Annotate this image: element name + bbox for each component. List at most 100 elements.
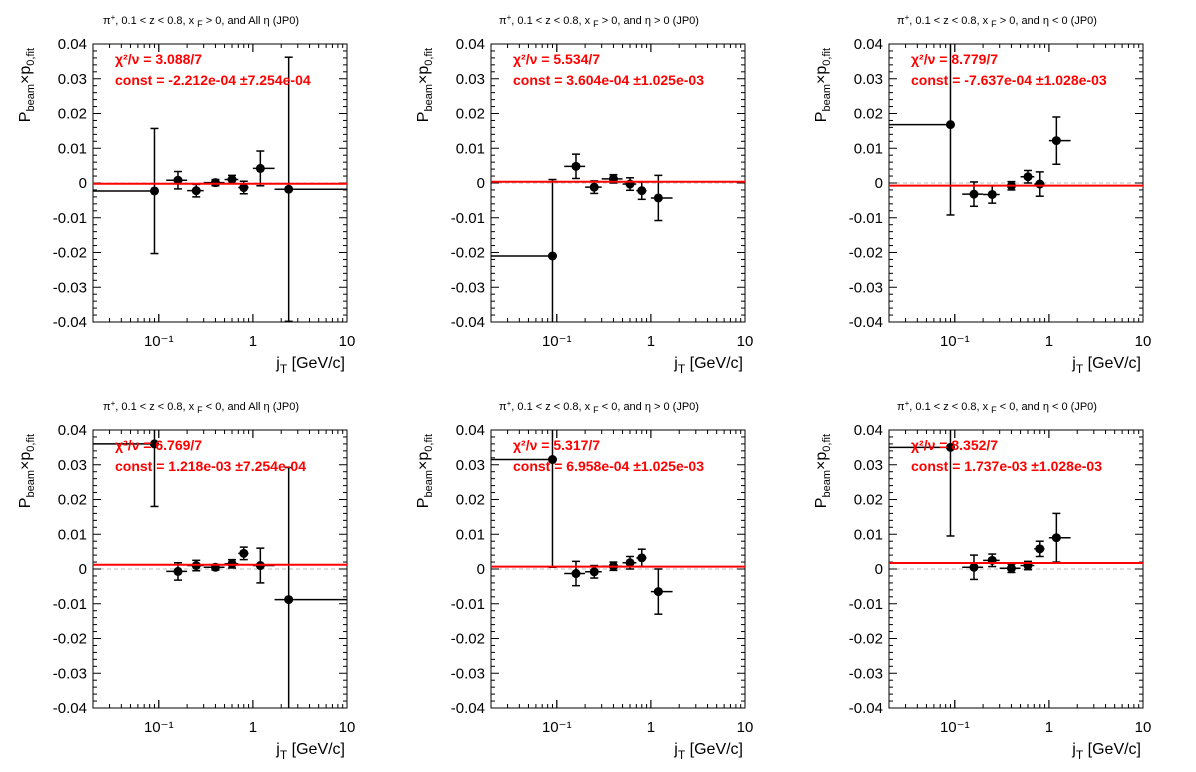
data-marker [191, 186, 201, 196]
data-marker [149, 186, 159, 196]
y-tick-label: -0.01 [849, 210, 883, 227]
data-marker [969, 562, 979, 572]
y-tick-label: -0.03 [451, 279, 485, 296]
y-tick-label: 0.03 [456, 71, 485, 88]
data-point-7 [650, 568, 673, 615]
data-marker [239, 548, 249, 558]
data-marker [255, 163, 265, 173]
x-axis-label: jT [GeV/c] [1071, 741, 1141, 762]
y-tick-label: -0.02 [451, 631, 485, 648]
data-marker [653, 587, 663, 597]
y-tick-label: -0.02 [451, 245, 485, 262]
data-point-6 [636, 548, 647, 568]
y-tick-label: 0.01 [854, 140, 883, 157]
data-point-7 [650, 174, 673, 222]
y-tick-label: -0.02 [53, 245, 87, 262]
x-axis-label: jT [GeV/c] [275, 741, 345, 762]
data-point-2 [166, 170, 188, 190]
data-marker [210, 178, 220, 188]
y-tick-label: -0.01 [451, 210, 485, 227]
data-marker [547, 455, 557, 465]
y-tick-label: 0.01 [456, 526, 485, 543]
data-point-4 [999, 563, 1021, 574]
x-tick-label: 10⁻¹ [144, 719, 174, 736]
x-tick-label: 10 [737, 719, 754, 736]
chi2-label: χ²/ν = 8.779/7 [911, 51, 998, 67]
data-point-5 [1020, 169, 1035, 184]
data-marker [239, 183, 249, 193]
y-tick-label: -0.03 [451, 665, 485, 682]
y-tick-label: 0.02 [854, 106, 883, 123]
y-tick-label: -0.04 [849, 314, 883, 331]
y-tick-label: 0.04 [58, 422, 87, 439]
y-tick-label: -0.04 [53, 314, 87, 331]
data-point-3 [983, 553, 1000, 568]
data-marker [987, 189, 997, 199]
data-marker [637, 186, 647, 196]
y-tick-label: 0.04 [456, 36, 485, 53]
data-point-1 [889, 430, 955, 537]
y-tick-label: 0.01 [58, 526, 87, 543]
x-tick-label: 1 [1045, 719, 1053, 736]
data-point-1 [491, 178, 557, 322]
y-axis-label: Pbeam×p0,fit [813, 48, 833, 122]
y-tick-label: -0.03 [53, 279, 87, 296]
const-label: const = 6.958e-04 ±1.025e-03 [513, 458, 704, 474]
y-tick-label: -0.01 [53, 596, 87, 613]
data-marker [589, 182, 599, 192]
y-tick-label: 0.01 [456, 140, 485, 157]
y-axis-label: Pbeam×p0,fit [415, 434, 435, 508]
data-marker [173, 566, 183, 576]
data-marker [284, 184, 294, 194]
data-marker [945, 120, 955, 130]
data-marker [1035, 179, 1045, 189]
y-tick-label: 0 [79, 175, 87, 192]
data-point-1 [93, 430, 159, 508]
y-axis-label: Pbeam×p0,fit [17, 48, 37, 122]
y-tick-label: -0.04 [451, 700, 485, 717]
data-marker [945, 442, 955, 452]
y-axis-label: Pbeam×p0,fit [17, 434, 37, 508]
data-marker [1051, 136, 1061, 146]
y-tick-label: -0.04 [53, 700, 87, 717]
data-marker [589, 567, 599, 577]
x-tick-label: 10 [339, 333, 356, 350]
data-marker [284, 595, 294, 605]
x-tick-label: 1 [249, 719, 257, 736]
y-tick-label: 0.01 [58, 140, 87, 157]
y-tick-label: 0.04 [854, 422, 883, 439]
x-tick-label: 10 [339, 719, 356, 736]
data-point-2 [564, 153, 586, 180]
x-axis-label: jT [GeV/c] [275, 355, 345, 376]
chi2-label: χ²/ν = 5.317/7 [513, 437, 600, 453]
y-tick-label: 0.04 [456, 422, 485, 439]
data-marker [227, 175, 237, 185]
y-tick-label: -0.03 [849, 279, 883, 296]
data-marker [547, 251, 557, 261]
y-tick-label: 0 [875, 175, 883, 192]
data-point-4 [203, 178, 225, 188]
const-label: const = 1.737e-03 ±1.028e-03 [911, 458, 1102, 474]
x-tick-label: 10⁻¹ [542, 333, 572, 350]
data-point-6 [1034, 540, 1045, 558]
data-point-6 [1034, 171, 1045, 197]
x-axis-label: jT [GeV/c] [673, 741, 743, 762]
y-tick-label: 0.03 [58, 71, 87, 88]
x-tick-label: 10⁻¹ [940, 333, 970, 350]
data-marker [1006, 563, 1016, 573]
y-tick-label: 0.02 [58, 492, 87, 509]
data-marker [625, 558, 635, 568]
y-tick-label: 0 [875, 561, 883, 578]
y-tick-label: -0.04 [451, 314, 485, 331]
